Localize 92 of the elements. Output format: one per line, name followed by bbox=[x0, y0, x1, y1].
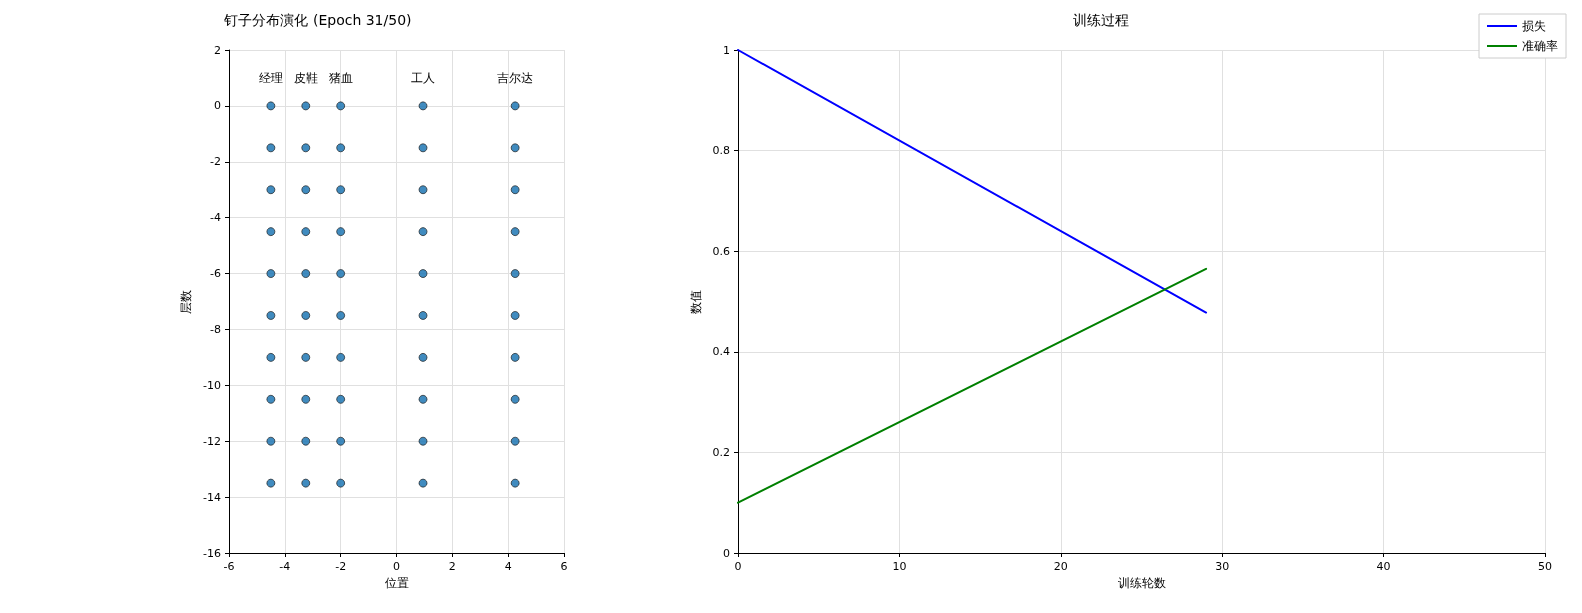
x-tick-label: 40 bbox=[1376, 560, 1391, 573]
point bbox=[301, 143, 311, 153]
y-tick-label: -6 bbox=[210, 267, 221, 281]
y-axis-title: 数值 bbox=[688, 289, 703, 314]
legend-label: 准确率 bbox=[1522, 39, 1558, 53]
point bbox=[301, 352, 311, 362]
point bbox=[266, 101, 276, 111]
point bbox=[510, 269, 520, 278]
x-tick-label: 0 bbox=[734, 560, 742, 573]
x-tick-label: 10 bbox=[892, 560, 907, 573]
x-tick-label: 6 bbox=[560, 560, 568, 573]
point bbox=[301, 269, 311, 278]
x-tick-label: 30 bbox=[1215, 560, 1230, 573]
point bbox=[336, 227, 346, 237]
point bbox=[418, 311, 428, 320]
point bbox=[301, 101, 311, 111]
y-tick-label: 0 bbox=[723, 546, 730, 560]
x-tick-label: -2 bbox=[335, 560, 347, 573]
point bbox=[336, 311, 346, 320]
point bbox=[301, 227, 311, 237]
point bbox=[301, 436, 311, 446]
y-tick-label: -2 bbox=[210, 155, 221, 169]
y-tick-label: 2 bbox=[214, 43, 221, 57]
point bbox=[266, 436, 276, 446]
point bbox=[418, 394, 428, 404]
point bbox=[266, 185, 276, 195]
point bbox=[418, 227, 428, 237]
point bbox=[418, 269, 428, 278]
point bbox=[510, 436, 520, 446]
point bbox=[301, 478, 311, 488]
y-tick-label: -12 bbox=[203, 434, 221, 448]
y-tick-label: -4 bbox=[210, 211, 221, 225]
x-axis-title: 训练轮数 bbox=[1117, 575, 1166, 590]
y-axis-title: 层数 bbox=[179, 289, 194, 314]
x-tick-label: -6 bbox=[223, 560, 235, 573]
point bbox=[336, 269, 346, 278]
x-tick-label: -4 bbox=[279, 560, 291, 573]
point bbox=[510, 311, 520, 320]
y-tick-label: 0.2 bbox=[712, 445, 730, 459]
point bbox=[418, 352, 428, 362]
point bbox=[336, 478, 346, 488]
point bbox=[510, 143, 520, 153]
point bbox=[510, 352, 520, 362]
y-tick-label: 0.8 bbox=[712, 144, 730, 158]
point bbox=[336, 101, 346, 111]
chart-title: 训练过程 bbox=[1073, 12, 1129, 28]
y-tick-label: 0.6 bbox=[712, 244, 730, 258]
point bbox=[418, 143, 428, 153]
y-tick-label: -10 bbox=[203, 378, 221, 392]
x-axis-title: 位置 bbox=[384, 575, 409, 590]
x-tick-label: 20 bbox=[1053, 560, 1068, 573]
series-label: 经理 bbox=[258, 70, 283, 85]
point bbox=[266, 352, 276, 362]
y-tick-label: -14 bbox=[203, 490, 221, 504]
y-tick-label: 0.4 bbox=[712, 345, 730, 359]
point bbox=[510, 478, 520, 488]
x-tick-label: 4 bbox=[504, 560, 512, 573]
series-label: 工人 bbox=[411, 70, 436, 85]
series-label: 吉尔达 bbox=[497, 70, 534, 85]
legend-label: 损失 bbox=[1522, 19, 1546, 33]
y-tick-label: 1 bbox=[723, 43, 730, 57]
point bbox=[418, 478, 428, 488]
y-tick-label: -16 bbox=[203, 546, 221, 560]
point bbox=[336, 185, 346, 195]
x-tick-label: 0 bbox=[393, 560, 400, 573]
point bbox=[301, 394, 311, 404]
point bbox=[266, 478, 276, 488]
point bbox=[418, 185, 428, 195]
series-label: 猪血 bbox=[328, 70, 353, 85]
point bbox=[266, 394, 276, 404]
y-tick-label: 0 bbox=[214, 99, 221, 113]
x-tick-label: 2 bbox=[448, 560, 456, 573]
y-tick-label: -8 bbox=[210, 322, 221, 336]
chart-title: 钉子分布演化 (Epoch 31/50) bbox=[223, 12, 412, 28]
point bbox=[301, 185, 311, 195]
series-label: 皮鞋 bbox=[293, 70, 318, 85]
point bbox=[266, 143, 276, 153]
point bbox=[418, 101, 428, 111]
point bbox=[336, 436, 346, 446]
point bbox=[266, 227, 276, 237]
point bbox=[510, 101, 520, 111]
x-tick-label: 50 bbox=[1538, 560, 1552, 573]
point bbox=[336, 394, 346, 404]
point bbox=[266, 269, 276, 278]
point bbox=[336, 143, 346, 153]
point bbox=[510, 185, 520, 195]
point bbox=[418, 436, 428, 446]
point bbox=[336, 352, 346, 362]
point bbox=[510, 394, 520, 404]
point bbox=[510, 227, 520, 237]
point bbox=[301, 311, 311, 320]
point bbox=[266, 311, 276, 320]
